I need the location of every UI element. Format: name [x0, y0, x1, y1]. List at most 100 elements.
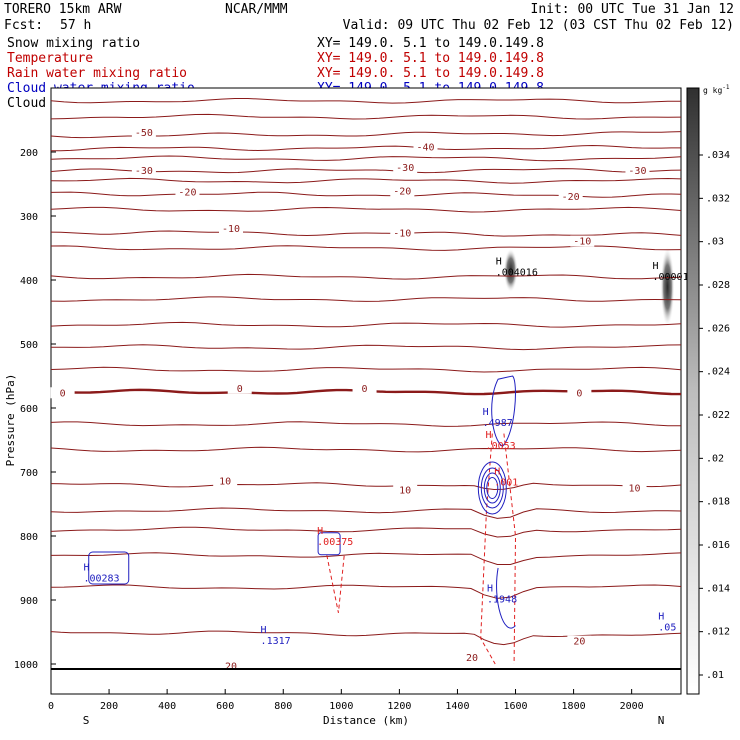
- contour-label: 0: [362, 384, 368, 395]
- isotherm-line-minor: [50, 344, 682, 351]
- colorbar-unit: g kg-1: [703, 84, 730, 95]
- contour-label-bg: [558, 190, 583, 202]
- contour-label: 10: [629, 484, 641, 495]
- isotherm-line-minor: [50, 155, 682, 162]
- colorbar-tick-label: .034: [706, 150, 730, 161]
- contour-label-bg: [390, 227, 415, 239]
- contour-label: 20: [573, 637, 585, 648]
- colorbar-ticks: .034 .032 .03 .028 .026 .024 .022 .02 .018 .016 .0…: [699, 150, 730, 681]
- contour-label-bg: [175, 186, 200, 198]
- isotherm-line-minor: [50, 421, 681, 427]
- rain-contour-small: [326, 555, 345, 613]
- colorbar-tick-label: .02: [706, 453, 724, 464]
- contour-label-bg: [131, 126, 156, 138]
- field-xy: XY= 149.0. 5.1 to 149.0.149.8: [317, 66, 544, 81]
- colorbar-tick-label: .014: [706, 583, 730, 594]
- snow-shade-blob: [503, 248, 518, 293]
- init-time: Init: 00 UTC Tue 31 Jan 12: [531, 2, 735, 17]
- x-axis-label: Distance (km): [323, 714, 409, 727]
- x-tick-label: 1200: [387, 701, 411, 712]
- cloud-contour: [491, 375, 516, 448]
- isotherm-line-minor: [50, 113, 682, 120]
- rain-contours: [326, 433, 517, 665]
- snow-shading: [503, 246, 675, 327]
- contour-label: -30: [135, 166, 153, 177]
- cloud-contour-box: [317, 532, 341, 556]
- south-label: S: [83, 714, 90, 727]
- contour-label-bg: [625, 165, 650, 177]
- field-xy: XY= 149.0. 5.1 to 149.0.149.8: [317, 51, 544, 66]
- contour-label-bg: [227, 382, 252, 394]
- maxima-markers: H.004016H.000019H.4987H.00283H.1948H.131…: [83, 256, 694, 647]
- contour-label-bg: [131, 165, 156, 177]
- contour-label-bg: [393, 484, 418, 496]
- axes: 0 200 400 600 800 1000 1200 1400 1600 1800 2000200…: [14, 148, 644, 712]
- colorbar-tick-label: .024: [706, 367, 730, 378]
- colorbar-tick-label: .022: [706, 410, 730, 421]
- colorbar-tick-label: .016: [706, 540, 730, 551]
- x-tick-label: 1400: [445, 701, 469, 712]
- contour-label-bg: [390, 185, 415, 197]
- x-tick-label: 1800: [562, 701, 586, 712]
- contour-label-bg: [213, 475, 238, 487]
- x-tick-label: 2000: [620, 701, 644, 712]
- contour-label-bg: [219, 660, 243, 672]
- contour-label: 0: [576, 388, 582, 399]
- isotherm-line-minor: [50, 177, 682, 184]
- y-tick-label: 900: [20, 596, 38, 607]
- max-marker-value: .00283: [83, 573, 119, 584]
- x-tick-label: 0: [48, 701, 54, 712]
- x-tick-label: 1600: [503, 701, 527, 712]
- colorbar-tick-label: .03: [706, 237, 724, 248]
- max-marker-value: .1317: [261, 636, 291, 647]
- temperature-contours: -50-40-30 -30 -30-20 -20 -20-10 -10-100 0 0 0101…: [50, 98, 682, 673]
- isotherm-line: [50, 168, 682, 174]
- isotherm-line-minor: [50, 98, 681, 104]
- max-marker-h: H: [494, 466, 500, 477]
- isotherm-line-minor: [50, 206, 682, 213]
- contour-label-bg: [393, 162, 418, 173]
- isotherm-line: [50, 131, 682, 139]
- contour-label: -40: [416, 143, 434, 154]
- max-marker-h: H: [483, 407, 489, 418]
- isotherm-line-minor: [50, 584, 682, 599]
- cloud-contour-ring: [480, 467, 504, 509]
- max-marker-value: .004016: [496, 267, 538, 278]
- colorbar-tick-label: .026: [706, 323, 730, 334]
- max-marker-value: .001: [494, 477, 518, 488]
- contour-label: -50: [135, 128, 153, 139]
- colorbar: [686, 87, 700, 695]
- contour-label-bg: [567, 387, 592, 399]
- contour-label: 10: [399, 486, 411, 497]
- isotherm-line-minor: [50, 552, 682, 565]
- y-tick-label: 400: [20, 276, 38, 287]
- max-marker-h: H: [658, 612, 664, 623]
- isotherm-line: [51, 144, 681, 152]
- colorbar-tick-label: .01: [706, 670, 724, 681]
- max-marker-h: H: [261, 625, 267, 636]
- isotherm-line-minor: [50, 366, 682, 373]
- model-title: TORERO 15km ARW: [4, 2, 122, 17]
- contour-label: -10: [573, 237, 591, 248]
- x-tick-label: 200: [100, 701, 118, 712]
- contour-label-bg: [50, 387, 75, 399]
- max-marker-h: H: [317, 526, 323, 537]
- contour-label: -20: [562, 192, 580, 203]
- max-marker-h: H: [486, 430, 492, 441]
- isotherm-line-minor: [50, 526, 682, 538]
- cloud-contour-ring: [483, 472, 501, 504]
- x-tick-label: 400: [158, 701, 176, 712]
- contour-label-bg: [570, 235, 595, 247]
- colorbar-tick-label: .028: [706, 280, 730, 291]
- cloud-water-contours: [88, 375, 516, 629]
- isotherm-line-minor: [50, 446, 682, 453]
- contour-label: 20: [466, 653, 478, 664]
- cloud-contour-ring: [486, 477, 499, 499]
- center-title: NCAR/MMM: [225, 2, 288, 17]
- x-tick-label: 1000: [329, 701, 353, 712]
- contour-label: -10: [393, 228, 411, 239]
- field-name: Temperature: [7, 51, 93, 66]
- contour-label-bg: [413, 141, 438, 153]
- max-marker-h: H: [83, 562, 89, 573]
